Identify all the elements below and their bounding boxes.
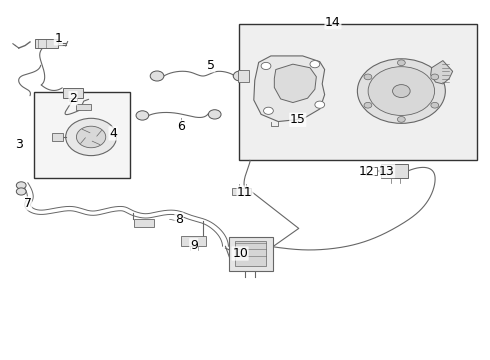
Polygon shape: [274, 64, 317, 103]
Bar: [235, 241, 266, 266]
Text: 4: 4: [109, 127, 117, 140]
Circle shape: [364, 102, 372, 108]
Polygon shape: [431, 60, 453, 84]
Text: 1: 1: [54, 32, 62, 45]
Text: 7: 7: [24, 197, 31, 210]
Bar: [381, 164, 408, 178]
Circle shape: [264, 107, 273, 114]
Circle shape: [364, 74, 372, 80]
Text: 6: 6: [177, 121, 185, 134]
Circle shape: [357, 59, 445, 123]
Circle shape: [16, 182, 26, 189]
Bar: [35, 39, 58, 48]
Circle shape: [261, 62, 271, 69]
Circle shape: [431, 74, 439, 80]
Bar: [181, 236, 206, 246]
Text: 11: 11: [237, 186, 253, 199]
Circle shape: [66, 118, 117, 156]
Circle shape: [397, 60, 405, 66]
Bar: [238, 69, 249, 82]
Circle shape: [208, 110, 221, 119]
Bar: [134, 219, 154, 227]
Bar: [232, 188, 251, 195]
Circle shape: [431, 102, 439, 108]
Text: 15: 15: [290, 113, 306, 126]
Bar: [52, 134, 63, 140]
Text: 9: 9: [190, 239, 197, 252]
Text: 14: 14: [325, 16, 341, 29]
Polygon shape: [254, 56, 325, 122]
Circle shape: [392, 85, 410, 98]
Circle shape: [368, 67, 435, 116]
Circle shape: [16, 188, 26, 195]
Circle shape: [315, 101, 325, 108]
Text: 3: 3: [15, 138, 23, 151]
Text: 10: 10: [232, 247, 248, 260]
Circle shape: [397, 117, 405, 122]
Text: 12: 12: [358, 165, 374, 177]
Text: 5: 5: [207, 59, 215, 72]
Text: 2: 2: [69, 92, 77, 105]
Circle shape: [136, 111, 149, 120]
Circle shape: [233, 71, 247, 81]
Bar: [76, 104, 91, 110]
Bar: [63, 88, 83, 98]
Circle shape: [310, 60, 320, 68]
Bar: [239, 24, 477, 160]
Text: 13: 13: [379, 165, 394, 177]
Bar: [366, 167, 377, 175]
Bar: [34, 92, 130, 178]
Text: 8: 8: [175, 213, 183, 226]
Circle shape: [150, 71, 164, 81]
Bar: [229, 237, 273, 271]
Circle shape: [76, 126, 106, 148]
